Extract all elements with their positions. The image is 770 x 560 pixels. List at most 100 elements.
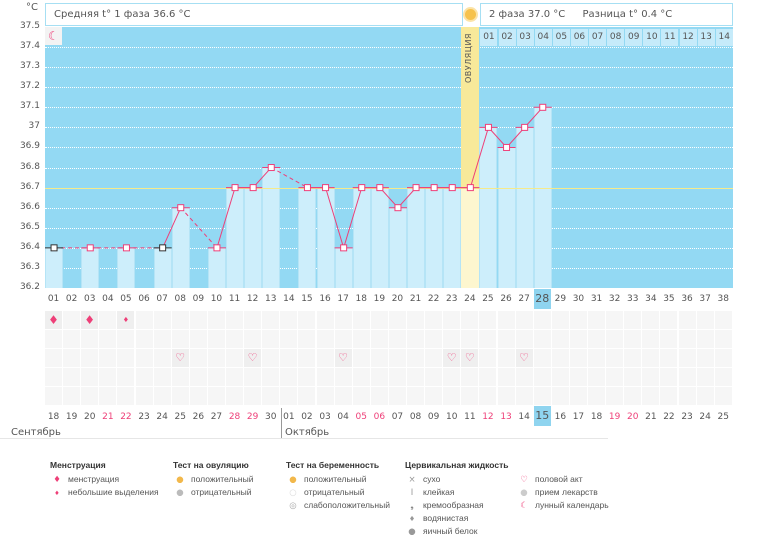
day-cell[interactable] (624, 349, 642, 367)
day-cell[interactable] (497, 368, 515, 386)
day-cell[interactable] (569, 349, 587, 367)
day-cell[interactable] (443, 311, 461, 329)
cycle-day[interactable]: 32 (608, 294, 621, 304)
calendar-date[interactable]: 20 (627, 412, 639, 422)
day-cell[interactable] (99, 330, 117, 348)
day-cell[interactable] (81, 330, 99, 348)
day-cell[interactable] (352, 368, 370, 386)
day-cell[interactable] (515, 330, 533, 348)
cycle-day[interactable]: 10 (210, 294, 223, 304)
day-cell[interactable] (153, 387, 171, 405)
day-cell[interactable] (262, 368, 280, 386)
day-cell[interactable] (370, 349, 388, 367)
cycle-day[interactable]: 33 (627, 294, 639, 304)
cycle-day[interactable]: 27 (518, 294, 530, 304)
day-cell[interactable] (479, 349, 497, 367)
cycle-day[interactable]: 31 (590, 294, 603, 304)
day-cell[interactable] (334, 368, 352, 386)
cycle-day[interactable]: 01 (47, 294, 60, 304)
day-cell[interactable] (461, 330, 479, 348)
cycle-day[interactable]: 09 (192, 294, 205, 304)
cycle-day[interactable]: 36 (681, 294, 693, 304)
day-cell[interactable] (696, 330, 714, 348)
cycle-day[interactable]: 07 (156, 294, 168, 304)
calendar-date[interactable]: 06 (373, 412, 386, 422)
day-cell[interactable] (497, 311, 515, 329)
day-cell[interactable] (280, 349, 298, 367)
day-cell[interactable] (678, 349, 696, 367)
heart-cell[interactable]: ♡ (443, 349, 461, 367)
day-cell[interactable] (461, 387, 479, 405)
day-cell[interactable] (81, 349, 99, 367)
day-cell[interactable] (388, 387, 406, 405)
temperature-point[interactable] (177, 204, 185, 212)
temperature-point[interactable] (231, 184, 239, 192)
day-cell[interactable] (207, 311, 225, 329)
cycle-day[interactable]: 37 (699, 294, 711, 304)
day-cell[interactable] (352, 387, 370, 405)
cycle-day[interactable]: 15 (301, 294, 313, 304)
day-cell[interactable] (461, 368, 479, 386)
temperature-point[interactable] (539, 103, 547, 111)
day-cell[interactable] (569, 330, 587, 348)
day-cell[interactable] (515, 387, 533, 405)
day-cell[interactable] (370, 387, 388, 405)
day-cell[interactable] (63, 330, 81, 348)
day-cell[interactable] (298, 311, 316, 329)
day-cell[interactable] (262, 387, 280, 405)
day-cell[interactable] (244, 387, 262, 405)
cycle-day[interactable]: 21 (409, 294, 422, 304)
calendar-date[interactable]: 16 (554, 412, 567, 422)
day-cell[interactable] (45, 349, 62, 367)
calendar-date[interactable]: 22 (120, 412, 132, 422)
day-cell[interactable] (117, 387, 135, 405)
day-cell[interactable] (171, 368, 189, 386)
day-cell[interactable] (551, 387, 569, 405)
cycle-day[interactable]: 02 (65, 294, 78, 304)
temperature-point[interactable] (122, 244, 130, 252)
day-cell[interactable] (425, 330, 443, 348)
day-cell[interactable] (207, 368, 225, 386)
day-cell[interactable] (678, 311, 696, 329)
day-cell[interactable] (624, 311, 642, 329)
day-cell[interactable] (588, 368, 605, 386)
temperature-point[interactable] (521, 123, 529, 131)
temperature-point[interactable] (86, 244, 94, 252)
day-cell[interactable] (425, 311, 443, 329)
day-cell[interactable] (153, 311, 171, 329)
day-cell[interactable] (533, 368, 551, 386)
temperature-point[interactable] (484, 123, 492, 131)
temperature-point[interactable] (159, 244, 167, 252)
cycle-day[interactable]: 29 (554, 294, 567, 304)
day-cell[interactable] (678, 330, 696, 348)
day-cell[interactable] (298, 349, 316, 367)
temperature-point[interactable] (503, 143, 511, 151)
calendar-date[interactable]: 12 (482, 412, 494, 422)
day-cell[interactable] (714, 387, 732, 405)
day-cell[interactable] (171, 311, 189, 329)
heart-cell[interactable]: ♡ (171, 349, 189, 367)
day-cell[interactable] (153, 330, 171, 348)
day-cell[interactable] (63, 349, 81, 367)
day-cell[interactable] (189, 387, 207, 405)
day-cell[interactable] (334, 311, 352, 329)
day-cell[interactable] (99, 387, 117, 405)
calendar-date[interactable]: 17 (572, 412, 585, 422)
day-cell[interactable] (226, 349, 243, 367)
day-cell[interactable] (334, 387, 352, 405)
day-cell[interactable] (81, 387, 99, 405)
day-cell[interactable] (660, 311, 678, 329)
day-cell[interactable] (153, 349, 171, 367)
day-cell[interactable] (117, 368, 135, 386)
day-cell[interactable] (135, 349, 153, 367)
day-cell[interactable] (642, 349, 660, 367)
day-cell[interactable] (515, 368, 533, 386)
day-cell[interactable] (99, 349, 117, 367)
day-cell[interactable] (606, 330, 624, 348)
temperature-point[interactable] (303, 184, 311, 192)
calendar-date[interactable]: 11 (464, 412, 476, 422)
day-cell[interactable] (533, 387, 551, 405)
calendar-date[interactable]: 23 (138, 412, 150, 422)
day-cell[interactable] (316, 330, 334, 348)
day-cell[interactable] (642, 311, 660, 329)
